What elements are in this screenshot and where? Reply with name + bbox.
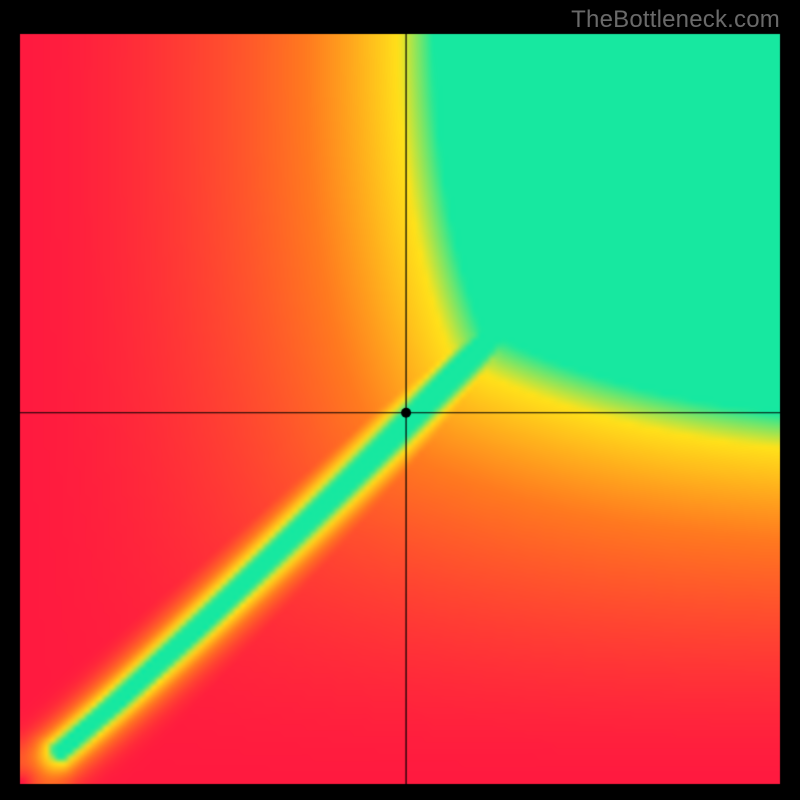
watermark-label: TheBottleneck.com xyxy=(571,6,780,34)
bottleneck-heatmap-canvas xyxy=(0,0,800,800)
chart-container: TheBottleneck.com xyxy=(0,0,800,800)
